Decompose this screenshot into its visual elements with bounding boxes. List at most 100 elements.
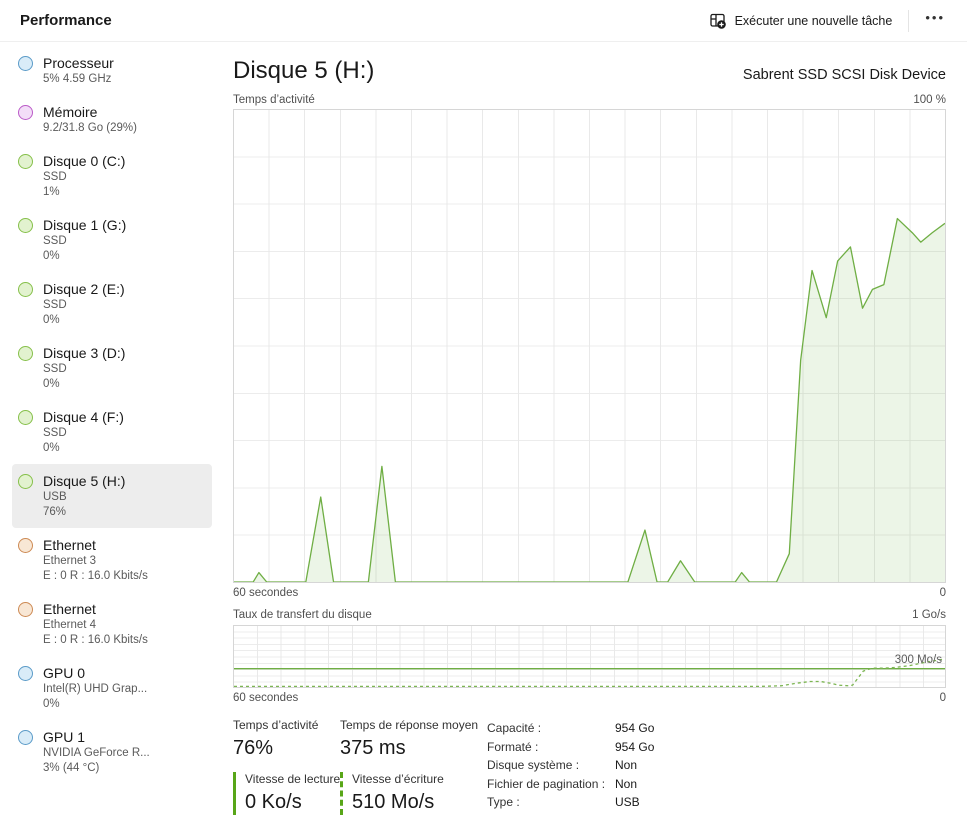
sidebar-item-gpu0[interactable]: GPU 0 Intel(R) UHD Grap... 0% — [12, 656, 212, 720]
resource-status-icon — [18, 154, 33, 169]
sidebar-item-subtext: 0% — [43, 250, 60, 262]
sidebar-item-disk4[interactable]: Disque 4 (F:) SSD 0% — [12, 400, 212, 464]
transfer-xlabel-right: 0 — [939, 692, 946, 704]
sidebar-item-disk3[interactable]: Disque 3 (D:) SSD 0% — [12, 336, 212, 400]
disk-title-row: Disque 5 (H:) Sabrent SSD SCSI Disk Devi… — [233, 56, 946, 86]
activity-chart-xaxis: 60 secondes 0 — [233, 586, 946, 600]
page-header-title: Performance — [20, 12, 112, 29]
transfer-chart: 300 Mo/s — [233, 625, 946, 688]
resource-status-icon — [18, 346, 33, 361]
run-new-task-button[interactable]: Exécuter une nouvelle tâche — [700, 7, 903, 35]
performance-sidebar: Processeur 5% 4.59 GHz Mémoire 9.2/31.8 … — [0, 46, 212, 784]
sidebar-item-subtext: 5% 4.59 GHz — [43, 73, 112, 85]
sidebar-item-subtext: Intel(R) UHD Grap... — [43, 683, 148, 695]
stat-write-speed: Vitesse d’écriture 510 Mo/s — [340, 772, 487, 815]
disk-property-row: Disque système : Non — [487, 756, 946, 775]
stat-read-speed: Vitesse de lecture 0 Ko/s — [233, 772, 340, 815]
resource-status-icon — [18, 410, 33, 425]
sidebar-item-subtext: SSD — [43, 235, 67, 247]
stat-response-time: Temps de réponse moyen 375 ms — [340, 718, 479, 759]
disk-property-row: Fichier de pagination : Non — [487, 775, 946, 794]
sidebar-item-title: Disque 0 (C:) — [43, 153, 126, 169]
sidebar-item-subtext: NVIDIA GeForce R... — [43, 747, 150, 759]
disk-stats: Temps d’activité 76% Vitesse de lecture … — [233, 718, 946, 826]
sidebar-item-disk2[interactable]: Disque 2 (E:) SSD 0% — [12, 272, 212, 336]
header-divider — [908, 9, 910, 32]
page-title: Disque 5 (H:) — [233, 57, 375, 84]
property-label: Capacité : — [487, 721, 542, 735]
sidebar-item-title: GPU 1 — [43, 729, 86, 745]
sidebar-item-title: Processeur — [43, 55, 114, 71]
sidebar-item-subtext: 0% — [43, 698, 60, 710]
new-task-icon — [709, 13, 726, 29]
property-label: Type : — [487, 795, 520, 809]
stat-active-time: Temps d’activité 76% — [233, 718, 319, 759]
sidebar-item-title: Disque 1 (G:) — [43, 217, 127, 233]
sidebar-item-ethernet3[interactable]: Ethernet Ethernet 3 E : 0 R : 16.0 Kbits/… — [12, 528, 212, 592]
property-label: Formaté : — [487, 739, 539, 754]
resource-status-icon — [18, 282, 33, 297]
sidebar-item-subtext: 9.2/31.8 Go (29%) — [43, 122, 137, 134]
sidebar-item-cpu[interactable]: Processeur 5% 4.59 GHz — [12, 46, 212, 95]
header-actions: Exécuter une nouvelle tâche ••• — [700, 6, 955, 35]
sidebar-item-disk1[interactable]: Disque 1 (G:) SSD 0% — [12, 208, 212, 272]
property-value: 954 Go — [615, 739, 655, 754]
disk-property-row: Formaté : 954 Go — [487, 738, 946, 757]
sidebar-item-subtext: Ethernet 4 — [43, 619, 97, 631]
resource-status-icon — [18, 538, 33, 553]
activity-chart — [233, 109, 946, 583]
sidebar-item-gpu1[interactable]: GPU 1 NVIDIA GeForce R... 3% (44 °C) — [12, 720, 212, 784]
transfer-chart-title: Taux de transfert du disque — [233, 609, 372, 621]
resource-status-icon — [18, 666, 33, 681]
disk-property-row: Capacité : 954 Go — [487, 719, 946, 738]
property-value: 954 Go — [615, 721, 655, 735]
resource-status-icon — [18, 474, 33, 489]
property-value: Non — [615, 758, 638, 772]
property-value: Non — [615, 776, 638, 791]
sidebar-item-title: GPU 0 — [43, 665, 86, 681]
property-value: USB — [615, 795, 640, 809]
disk-detail-pane: Disque 5 (H:) Sabrent SSD SCSI Disk Devi… — [233, 42, 946, 826]
sidebar-item-title: Ethernet — [43, 537, 96, 553]
sidebar-item-subtext: SSD — [43, 427, 67, 439]
sidebar-item-memory[interactable]: Mémoire 9.2/31.8 Go (29%) — [12, 95, 212, 144]
activity-chart-header: Temps d’activité 100 % — [233, 93, 946, 107]
resource-status-icon — [18, 730, 33, 745]
sidebar-item-title: Disque 5 (H:) — [43, 473, 126, 489]
transfer-chart-ymax: 1 Go/s — [912, 609, 946, 621]
sidebar-item-subtext: 3% (44 °C) — [43, 762, 100, 774]
sidebar-item-subtext: 0% — [43, 442, 60, 454]
resource-status-icon — [18, 218, 33, 233]
transfer-xlabel-left: 60 secondes — [233, 692, 299, 704]
transfer-chart-header: Taux de transfert du disque 1 Go/s — [233, 608, 946, 622]
sidebar-item-disk5[interactable]: Disque 5 (H:) USB 76% — [12, 464, 212, 528]
run-new-task-label: Exécuter une nouvelle tâche — [734, 13, 893, 28]
sidebar-item-title: Disque 3 (D:) — [43, 345, 126, 361]
sidebar-item-subtext: Ethernet 3 — [43, 555, 97, 567]
sidebar-item-subtext: E : 0 R : 16.0 Kbits/s — [43, 570, 148, 582]
sidebar-item-subtext: SSD — [43, 363, 67, 375]
property-label: Disque système : — [487, 758, 580, 772]
property-label: Fichier de pagination : — [487, 776, 606, 791]
sidebar-item-subtext: 1% — [43, 186, 60, 198]
sidebar-item-subtext: 76% — [43, 506, 67, 518]
sidebar-item-subtext: USB — [43, 491, 67, 503]
activity-chart-ymax: 100 % — [913, 94, 946, 106]
sidebar-item-ethernet4[interactable]: Ethernet Ethernet 4 E : 0 R : 16.0 Kbits/… — [12, 592, 212, 656]
device-name: Sabrent SSD SCSI Disk Device — [742, 67, 946, 83]
sidebar-item-title: Disque 2 (E:) — [43, 281, 125, 297]
activity-xlabel-right: 0 — [939, 587, 946, 599]
activity-chart-title: Temps d’activité — [233, 94, 315, 106]
sidebar-item-title: Mémoire — [43, 104, 98, 120]
sidebar-item-subtext: SSD — [43, 171, 67, 183]
sidebar-item-title: Ethernet — [43, 601, 96, 617]
sidebar-item-disk0[interactable]: Disque 0 (C:) SSD 1% — [12, 144, 212, 208]
more-options-button[interactable]: ••• — [915, 6, 955, 35]
resource-status-icon — [18, 602, 33, 617]
disk-properties: Capacité : 954 Go Formaté : 954 Go Disque sy… — [487, 718, 946, 826]
transfer-annotation: 300 Mo/s — [894, 654, 942, 666]
sidebar-item-title: Disque 4 (F:) — [43, 409, 124, 425]
sidebar-item-subtext: E : 0 R : 16.0 Kbits/s — [43, 634, 148, 646]
transfer-chart-xaxis: 60 secondes 0 — [233, 691, 946, 705]
header-bar: Performance Exécuter une nouvelle tâche … — [0, 0, 967, 42]
